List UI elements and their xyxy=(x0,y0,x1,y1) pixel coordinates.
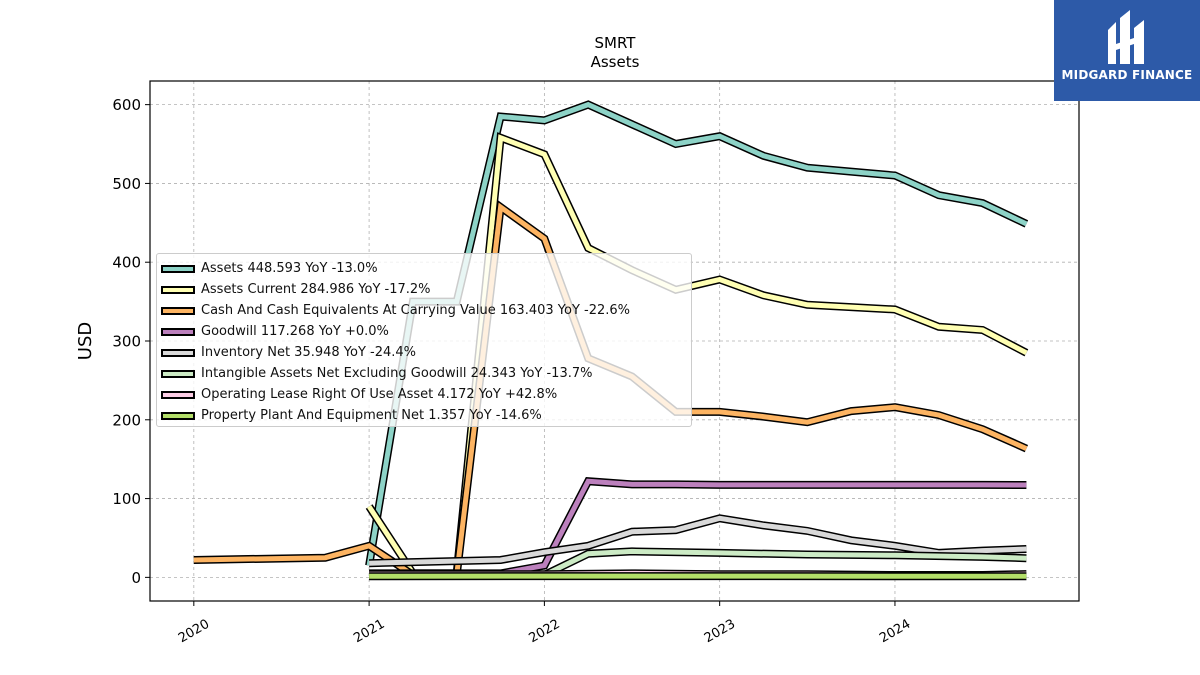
y-tick-label: 300 xyxy=(112,333,141,351)
chart-subtitle: Assets xyxy=(591,53,640,71)
legend-item: Intangible Assets Net Excluding Goodwill… xyxy=(157,363,691,384)
legend-swatch xyxy=(161,348,195,357)
x-tick-label: 2022 xyxy=(527,617,563,647)
x-tick-label: 2024 xyxy=(877,617,913,647)
y-tick-label: 600 xyxy=(112,96,141,114)
chart-title: SMRT xyxy=(595,34,637,52)
y-axis-label: USD xyxy=(75,322,96,360)
legend-swatch xyxy=(161,411,195,420)
y-tick-label: 100 xyxy=(112,490,141,508)
legend-label: Cash And Cash Equivalents At Carrying Va… xyxy=(201,303,630,318)
legend-label: Property Plant And Equipment Net 1.357 Y… xyxy=(201,408,542,423)
legend-label: Goodwill 117.268 YoY +0.0% xyxy=(201,324,389,339)
legend-swatch xyxy=(161,306,195,315)
legend-label: Operating Lease Right Of Use Asset 4.172… xyxy=(201,387,558,402)
y-tick-label: 400 xyxy=(112,254,141,272)
logo-text: MIDGARD FINANCE xyxy=(1061,68,1193,82)
legend-swatch xyxy=(161,327,195,336)
legend-label: Assets 448.593 YoY -13.0% xyxy=(201,261,378,276)
series-line-assets xyxy=(366,101,1028,566)
series-line-inventory-net xyxy=(369,515,1027,566)
legend-item: Property Plant And Equipment Net 1.357 Y… xyxy=(157,405,691,426)
legend-label: Intangible Assets Net Excluding Goodwill… xyxy=(201,366,593,381)
legend-swatch xyxy=(161,285,195,294)
legend-label: Assets Current 284.986 YoY -17.2% xyxy=(201,282,431,297)
y-tick-label: 0 xyxy=(131,569,141,587)
y-tick-label: 500 xyxy=(112,175,141,193)
x-tick-label: 2021 xyxy=(351,617,387,647)
legend-label: Inventory Net 35.948 YoY -24.4% xyxy=(201,345,417,360)
midgard-logo-icon xyxy=(1108,10,1144,64)
legend-swatch xyxy=(161,264,195,273)
series-line-intangible-assets-net-excluding-goodwill xyxy=(369,548,1027,578)
brand-logo: MIDGARD FINANCE xyxy=(1054,0,1200,101)
legend-item: Assets 448.593 YoY -13.0% xyxy=(157,258,691,279)
legend-swatch xyxy=(161,390,195,399)
legend-item: Inventory Net 35.948 YoY -24.4% xyxy=(157,342,691,363)
x-tick-label: 2023 xyxy=(702,617,738,647)
chart-legend: Assets 448.593 YoY -13.0% Assets Current … xyxy=(156,253,692,427)
series-line-goodwill xyxy=(369,478,1027,576)
legend-swatch xyxy=(161,369,195,378)
legend-item: Goodwill 117.268 YoY +0.0% xyxy=(157,321,691,342)
legend-item: Cash And Cash Equivalents At Carrying Va… xyxy=(157,300,691,321)
legend-item: Operating Lease Right Of Use Asset 4.172… xyxy=(157,384,691,405)
y-tick-label: 200 xyxy=(112,411,141,429)
legend-item: Assets Current 284.986 YoY -17.2% xyxy=(157,279,691,300)
x-tick-label: 2020 xyxy=(176,617,212,647)
